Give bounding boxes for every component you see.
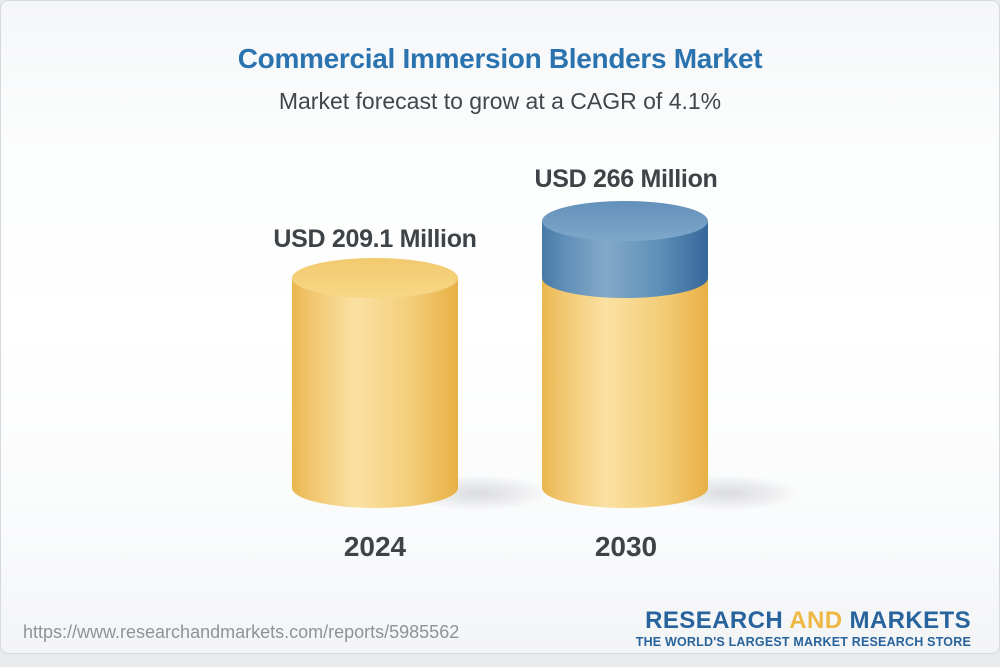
logo-word-research: RESEARCH bbox=[645, 606, 784, 634]
source-url: https://www.researchandmarkets.com/repor… bbox=[23, 622, 460, 642]
cylinder-bar-2024 bbox=[292, 258, 458, 508]
logo-wordmark: RESEARCH AND MARKETS bbox=[636, 606, 971, 634]
page-title: Commercial Immersion Blenders Market bbox=[237, 43, 763, 74]
page-subtitle: Market forecast to grow at a CAGR of 4.1… bbox=[278, 88, 722, 114]
logo-tagline: THE WORLD'S LARGEST MARKET RESEARCH STOR… bbox=[635, 635, 971, 650]
logo-word-markets: MARKETS bbox=[849, 606, 971, 634]
research-and-markets-logo: RESEARCH AND MARKETS THE WORLD'S LARGEST… bbox=[635, 606, 971, 650]
bar-value-label-2024: USD 209.1 Million bbox=[273, 225, 477, 253]
x-axis-label-2024: 2024 bbox=[343, 531, 407, 562]
bar-value-label-2030: USD 266 Million bbox=[534, 165, 718, 193]
x-axis-label-2030: 2030 bbox=[594, 531, 658, 562]
logo-word-and: AND bbox=[789, 606, 843, 634]
cylinder-bar-2030 bbox=[542, 201, 708, 508]
